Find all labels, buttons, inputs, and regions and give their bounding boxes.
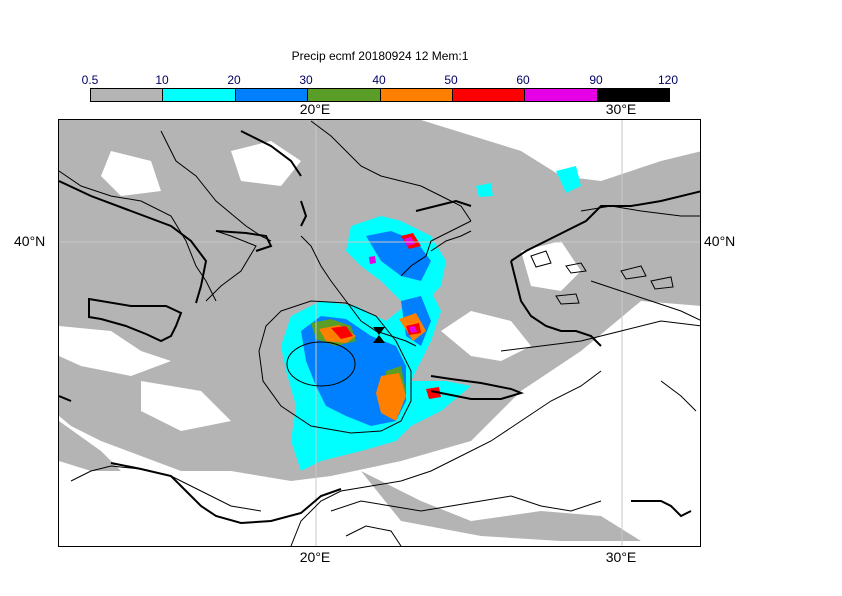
precip-gaps — [59, 141, 700, 521]
precip-gray-south — [361, 471, 641, 541]
colorbar-segment — [91, 89, 164, 101]
colorbar-tick: 0.5 — [81, 73, 99, 87]
colorbar-segment — [380, 89, 453, 101]
lat-label-right: 40°N — [704, 233, 736, 249]
colorbar-segment — [235, 89, 309, 101]
colorbar-tick-labels: 0.5 10 20 30 40 50 60 90 120 — [0, 73, 842, 89]
colorbar-segment — [163, 89, 236, 101]
cyclone-inner-contour — [286, 341, 356, 387]
map-panel — [58, 119, 701, 547]
colorbar-tick: 10 — [155, 73, 169, 87]
colorbar-tick: 60 — [516, 73, 530, 87]
colorbar-segment — [308, 89, 381, 101]
lat-label-left: 40°N — [14, 233, 46, 249]
gridlines — [59, 120, 700, 546]
lon-label-bottom: 20°E — [299, 549, 331, 565]
colorbar-tick: 50 — [444, 73, 458, 87]
colorbar-tick: 90 — [589, 73, 603, 87]
colorbar-segment — [597, 89, 669, 101]
cyclone-outer-contour — [258, 300, 412, 434]
colorbar-tick: 30 — [299, 73, 313, 87]
lon-label-bottom: 30°E — [605, 549, 637, 565]
colorbar-tick: 20 — [227, 73, 241, 87]
lon-label-top: 20°E — [299, 101, 331, 117]
colorbar-tick: 120 — [657, 73, 679, 87]
lon-label-top: 30°E — [605, 101, 637, 117]
chart-title: Precip ecmf 20180924 12 Mem:1 — [291, 49, 469, 63]
colorbar-segment — [452, 89, 526, 101]
colorbar-tick: 40 — [372, 73, 386, 87]
colorbar-segment — [525, 89, 598, 101]
precip-gray-main — [59, 120, 700, 481]
cyclone-contours — [258, 300, 412, 434]
observation-marker — [373, 327, 385, 343]
colorbar — [90, 88, 670, 102]
precip-gray-west — [59, 421, 121, 471]
country-borders — [59, 130, 700, 525]
